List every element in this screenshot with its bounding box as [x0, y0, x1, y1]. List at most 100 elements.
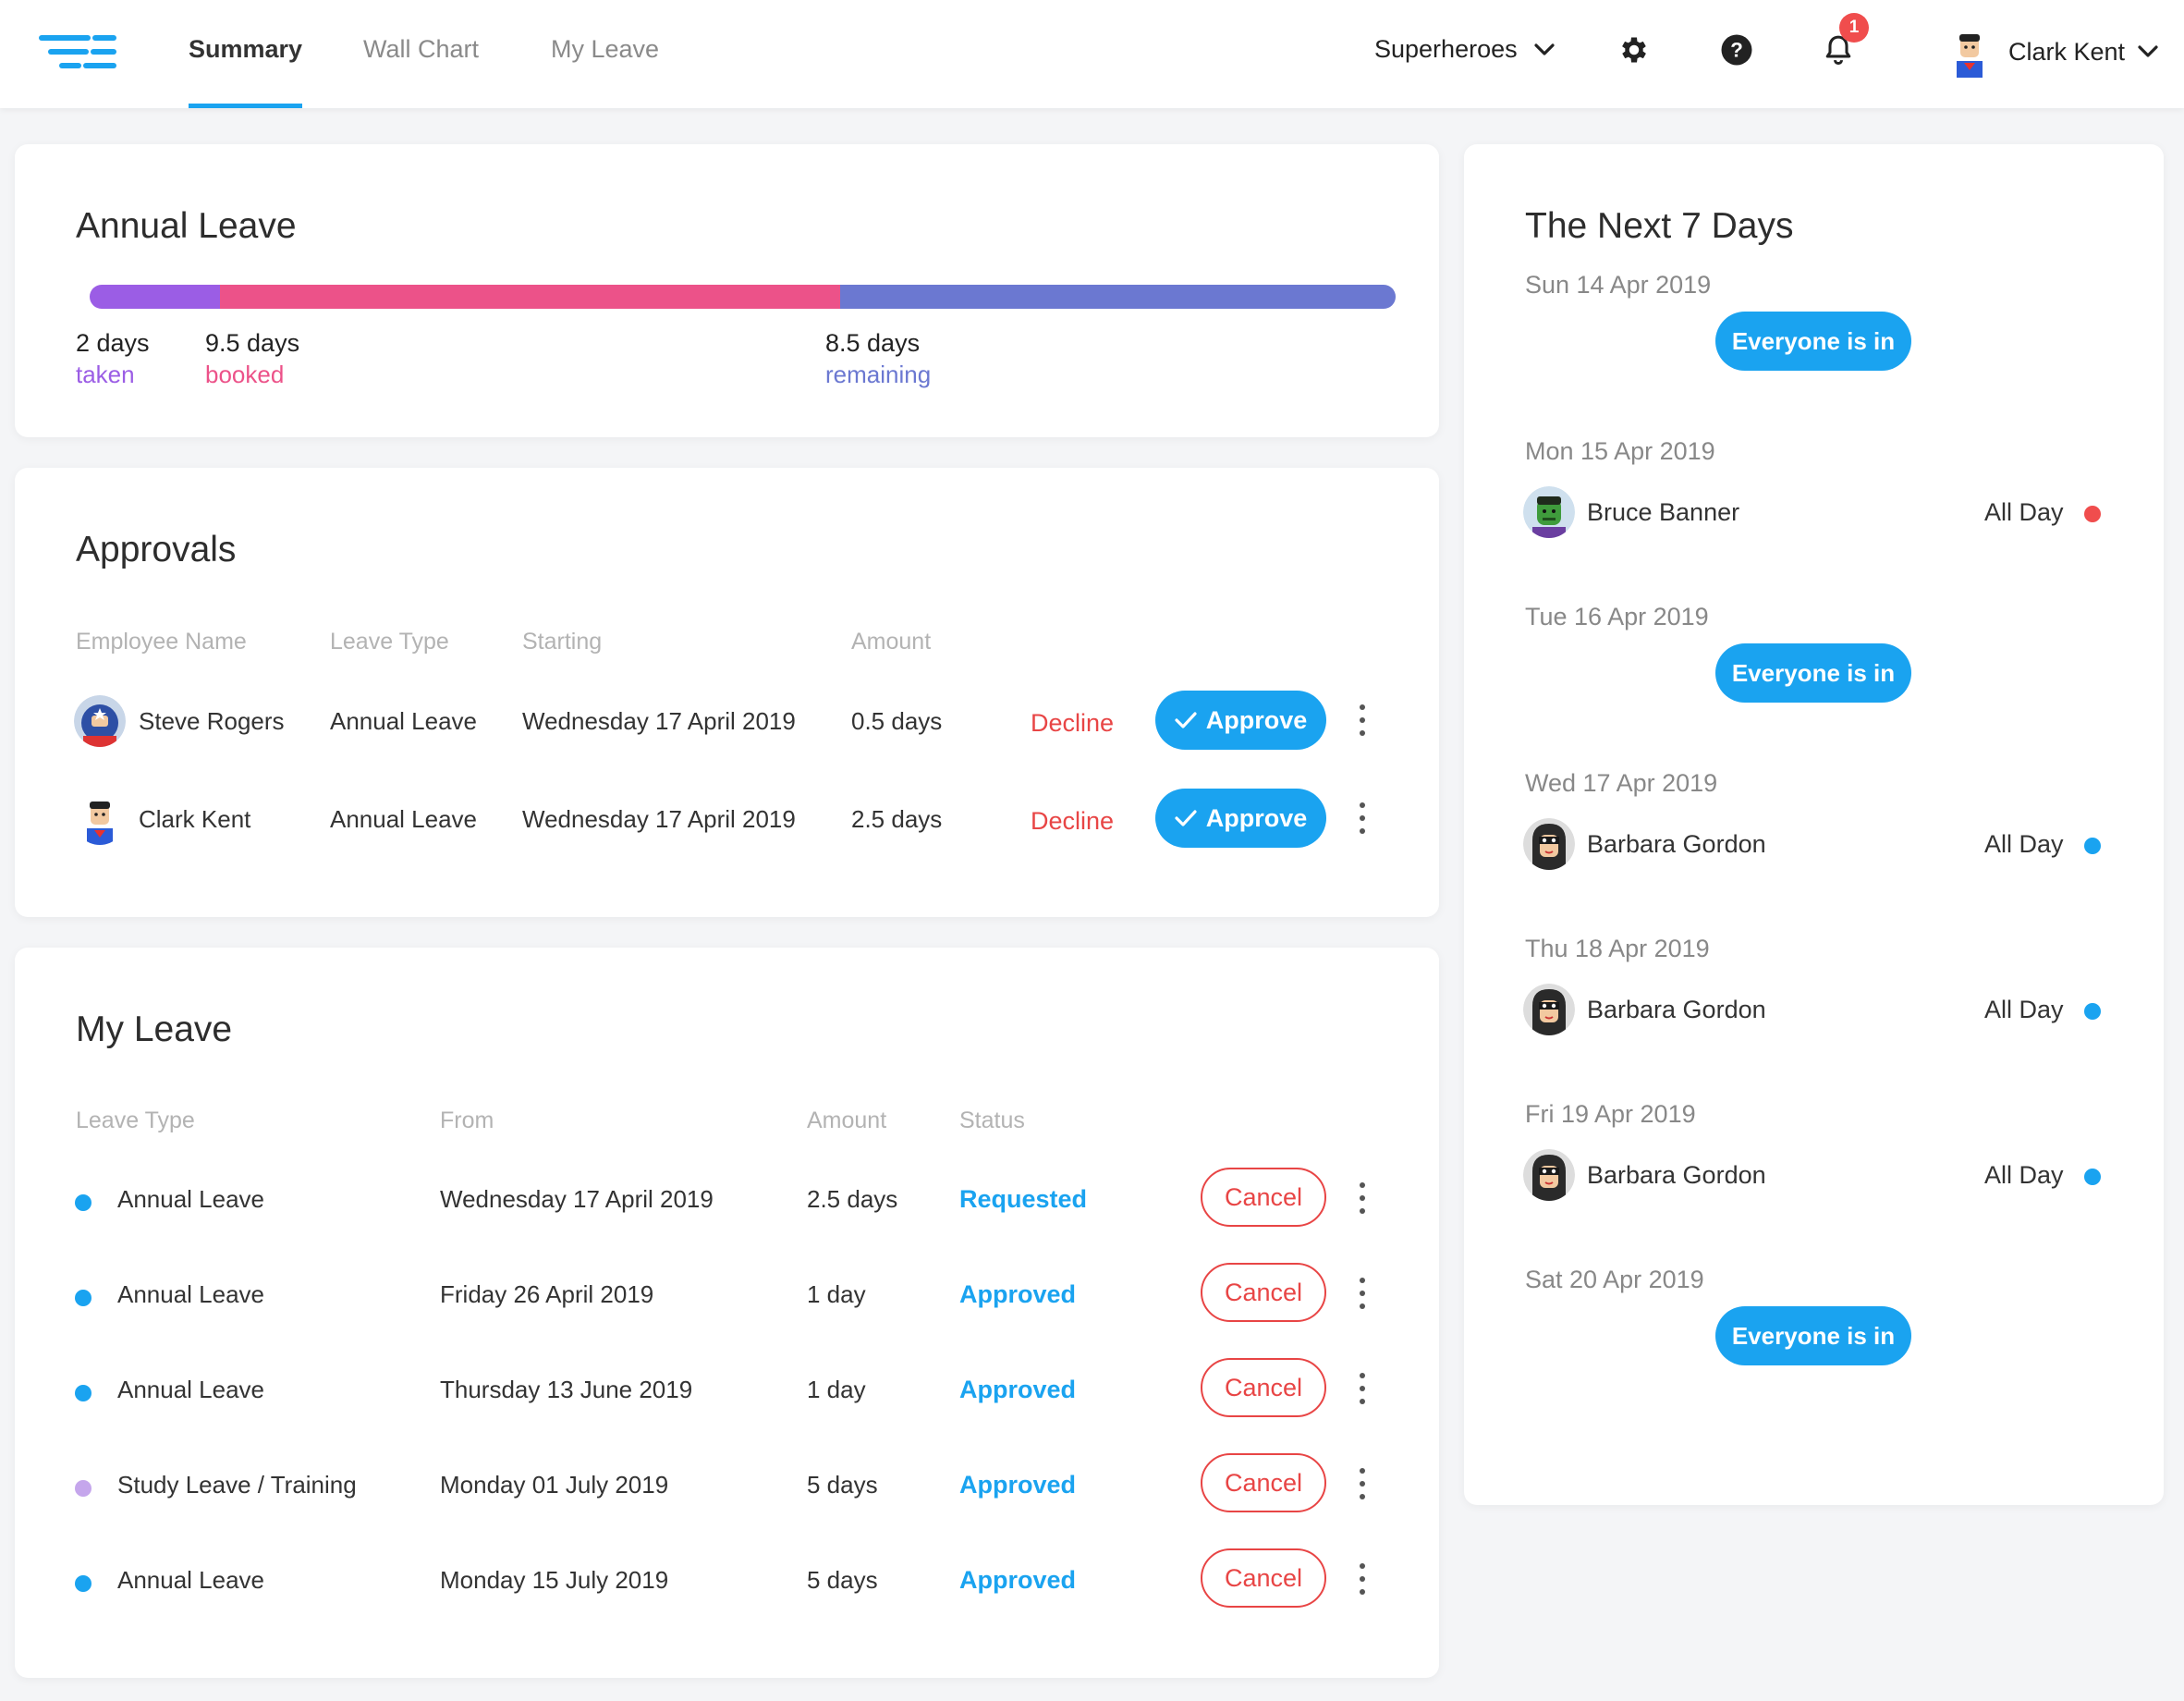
user-menu[interactable]: Clark Kent — [1944, 26, 2158, 78]
leave-type: Annual Leave — [330, 805, 478, 833]
absent-person-name: Barbara Gordon — [1587, 1161, 1766, 1189]
leave-type-dot — [75, 1290, 92, 1306]
user-name: Clark Kent — [2008, 37, 2126, 66]
leave-type-dot — [75, 1385, 92, 1401]
absence-duration: All Day — [1984, 830, 2064, 858]
day-label: Thu 18 Apr 2019 — [1525, 935, 1710, 962]
organisation-name: Superheroes — [1374, 35, 1518, 63]
from-date: Monday 01 July 2019 — [440, 1471, 669, 1499]
bar-segment-remaining — [840, 285, 1396, 309]
remaining-label: remaining — [825, 361, 932, 388]
approvals-card: Approvals Employee Name Leave Type Start… — [15, 468, 1439, 917]
booked-label: booked — [205, 361, 285, 388]
notification-count-badge: 1 — [1839, 13, 1869, 43]
leave-type: Annual Leave — [117, 1280, 265, 1308]
cancel-button[interactable]: Cancel — [1201, 1263, 1326, 1322]
absent-person-name: Barbara Gordon — [1587, 830, 1766, 858]
cancel-button[interactable]: Cancel — [1201, 1453, 1326, 1512]
card-title: My Leave — [76, 1010, 233, 1049]
more-options-icon[interactable] — [1353, 802, 1372, 834]
cancel-button[interactable]: Cancel — [1201, 1548, 1326, 1608]
more-options-icon[interactable] — [1353, 704, 1372, 736]
approve-button[interactable]: Approve — [1155, 789, 1326, 848]
column-header-amount: Amount — [807, 1107, 887, 1133]
day-label: Tue 16 Apr 2019 — [1525, 603, 1709, 630]
amount: 2.5 days — [851, 805, 943, 833]
check-icon — [1175, 712, 1197, 728]
booked-days: 9.5 days — [205, 329, 300, 357]
card-title: Approvals — [76, 530, 237, 569]
amount: 2.5 days — [807, 1185, 898, 1213]
approve-label: Approve — [1205, 705, 1308, 734]
column-header-leave-type: Leave Type — [76, 1107, 195, 1133]
absent-person-name: Bruce Banner — [1587, 498, 1740, 526]
taken-days: 2 days — [76, 329, 150, 357]
remaining-days: 8.5 days — [825, 329, 921, 357]
everyone-in-badge: Everyone is in — [1715, 1306, 1911, 1365]
chevron-down-icon — [1534, 43, 1555, 55]
top-nav-bar: Summary Wall Chart My Leave Superheroes … — [0, 0, 2184, 108]
status-label: Requested — [959, 1185, 1088, 1213]
leave-type-dot — [75, 1575, 92, 1592]
more-options-icon[interactable] — [1353, 1182, 1372, 1214]
leave-balance-bar — [90, 285, 1396, 309]
bar-segment-taken — [90, 285, 221, 309]
more-options-icon[interactable] — [1353, 1563, 1372, 1595]
amount: 1 day — [807, 1376, 866, 1403]
day-label: Sun 14 Apr 2019 — [1525, 271, 1712, 299]
status-label: Approved — [959, 1566, 1077, 1594]
avatar — [74, 695, 126, 747]
day-label: Mon 15 Apr 2019 — [1525, 437, 1715, 465]
absent-person-name: Barbara Gordon — [1587, 996, 1766, 1023]
tab-wall-chart[interactable]: Wall Chart — [363, 35, 480, 63]
decline-button[interactable]: Decline — [1031, 807, 1115, 835]
app-logo-icon[interactable] — [39, 35, 116, 70]
absence-status-dot — [2084, 1169, 2101, 1185]
svg-text:?: ? — [1730, 39, 1743, 62]
employee-name: Clark Kent — [139, 805, 251, 833]
avatar — [1523, 984, 1575, 1035]
cancel-button[interactable]: Cancel — [1201, 1358, 1326, 1417]
decline-button[interactable]: Decline — [1031, 709, 1115, 737]
avatar — [1523, 1149, 1575, 1201]
day-label: Wed 17 Apr 2019 — [1525, 769, 1718, 797]
status-label: Approved — [959, 1376, 1077, 1403]
organisation-select[interactable]: Superheroes — [1374, 35, 1555, 64]
amount: 5 days — [807, 1471, 878, 1499]
employee-name: Steve Rogers — [139, 707, 285, 735]
column-header-from: From — [440, 1107, 494, 1133]
my-leave-card: My Leave Leave Type From Amount Status A… — [15, 948, 1439, 1678]
cancel-button[interactable]: Cancel — [1201, 1168, 1326, 1227]
help-icon[interactable]: ? — [1716, 30, 1757, 70]
more-options-icon[interactable] — [1353, 1278, 1372, 1309]
avatar — [1523, 818, 1575, 870]
everyone-in-badge: Everyone is in — [1715, 643, 1911, 703]
card-title: The Next 7 Days — [1525, 206, 1794, 246]
absence-status-dot — [2084, 838, 2101, 854]
amount: 0.5 days — [851, 707, 943, 735]
tab-my-leave[interactable]: My Leave — [551, 35, 660, 63]
status-label: Approved — [959, 1471, 1077, 1499]
from-date: Friday 26 April 2019 — [440, 1280, 654, 1308]
amount: 1 day — [807, 1280, 866, 1308]
more-options-icon[interactable] — [1353, 1373, 1372, 1404]
column-header-amount: Amount — [851, 629, 932, 655]
bar-segment-booked — [220, 285, 841, 309]
day-label: Fri 19 Apr 2019 — [1525, 1100, 1696, 1128]
settings-gear-icon[interactable] — [1614, 30, 1654, 70]
check-icon — [1175, 810, 1197, 826]
column-header-leave-type: Leave Type — [330, 629, 449, 655]
from-date: Monday 15 July 2019 — [440, 1566, 669, 1594]
leave-type-dot — [75, 1194, 92, 1211]
absence-duration: All Day — [1984, 498, 2064, 526]
card-title: Annual Leave — [76, 206, 297, 246]
absence-status-dot — [2084, 506, 2101, 522]
leave-type: Study Leave / Training — [117, 1471, 357, 1499]
chevron-down-icon — [2138, 45, 2158, 57]
approve-label: Approve — [1205, 803, 1308, 832]
day-label: Sat 20 Apr 2019 — [1525, 1266, 1704, 1293]
approve-button[interactable]: Approve — [1155, 691, 1326, 750]
tab-summary[interactable]: Summary — [189, 35, 303, 108]
more-options-icon[interactable] — [1353, 1468, 1372, 1499]
column-header-employee: Employee Name — [76, 629, 247, 655]
